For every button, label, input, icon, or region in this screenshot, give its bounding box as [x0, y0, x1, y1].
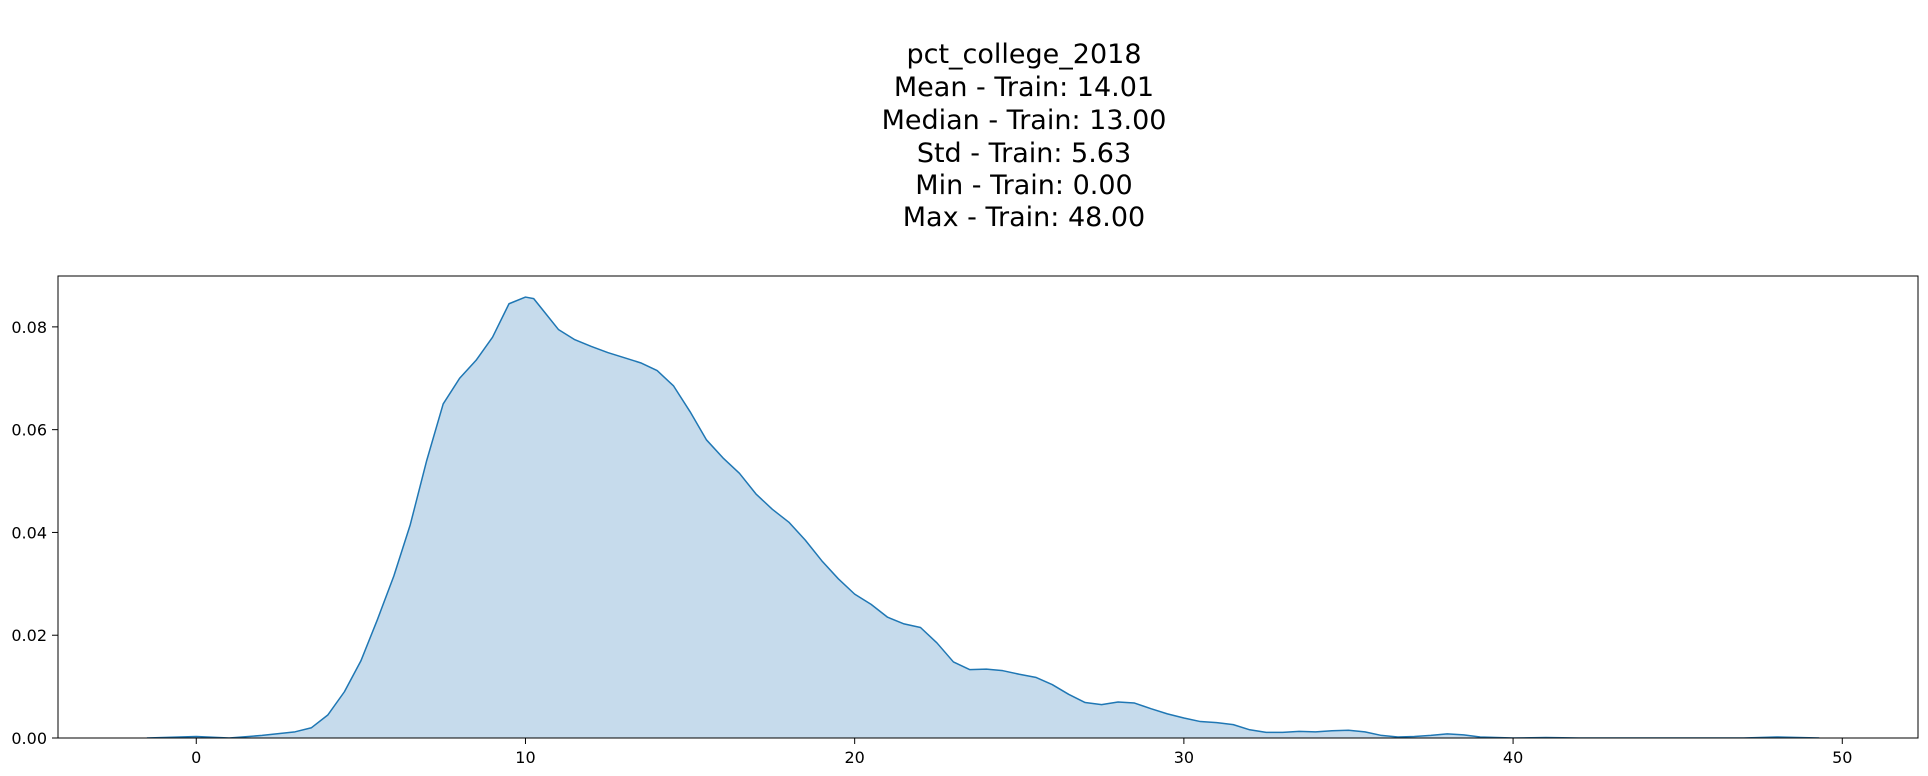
title-line: Max - Train: 48.00 — [903, 202, 1146, 233]
x-tick-label: 20 — [844, 748, 864, 767]
y-tick-label: 0.06 — [11, 421, 47, 440]
title-line: Median - Train: 13.00 — [882, 105, 1167, 136]
title-line: Std - Train: 5.63 — [917, 138, 1131, 169]
axes-frame — [57, 275, 1919, 739]
x-tick-label: 40 — [1503, 748, 1523, 767]
x-tick-label: 0 — [191, 748, 201, 767]
x-tick-label: 50 — [1832, 748, 1852, 767]
x-tick-label: 30 — [1174, 748, 1194, 767]
plot-area: 0 10 20 30 40 50 0.00 0.02 0.04 0.06 0.08 — [11, 275, 1919, 767]
title-line: Mean - Train: 14.01 — [894, 72, 1154, 103]
series-group — [146, 296, 1820, 738]
y-tick-label: 0.00 — [11, 729, 47, 748]
y-tick-label: 0.08 — [11, 318, 47, 337]
title-line: Min - Train: 0.00 — [915, 170, 1132, 201]
density-line — [146, 296, 1820, 738]
density-area — [146, 297, 1820, 738]
x-tick-label: 10 — [515, 748, 535, 767]
chart-title: pct_college_2018 Mean - Train: 14.01 Med… — [882, 39, 1167, 233]
title-line: pct_college_2018 — [906, 39, 1141, 70]
y-tick-label: 0.04 — [11, 523, 47, 542]
y-tick-label: 0.02 — [11, 626, 47, 645]
